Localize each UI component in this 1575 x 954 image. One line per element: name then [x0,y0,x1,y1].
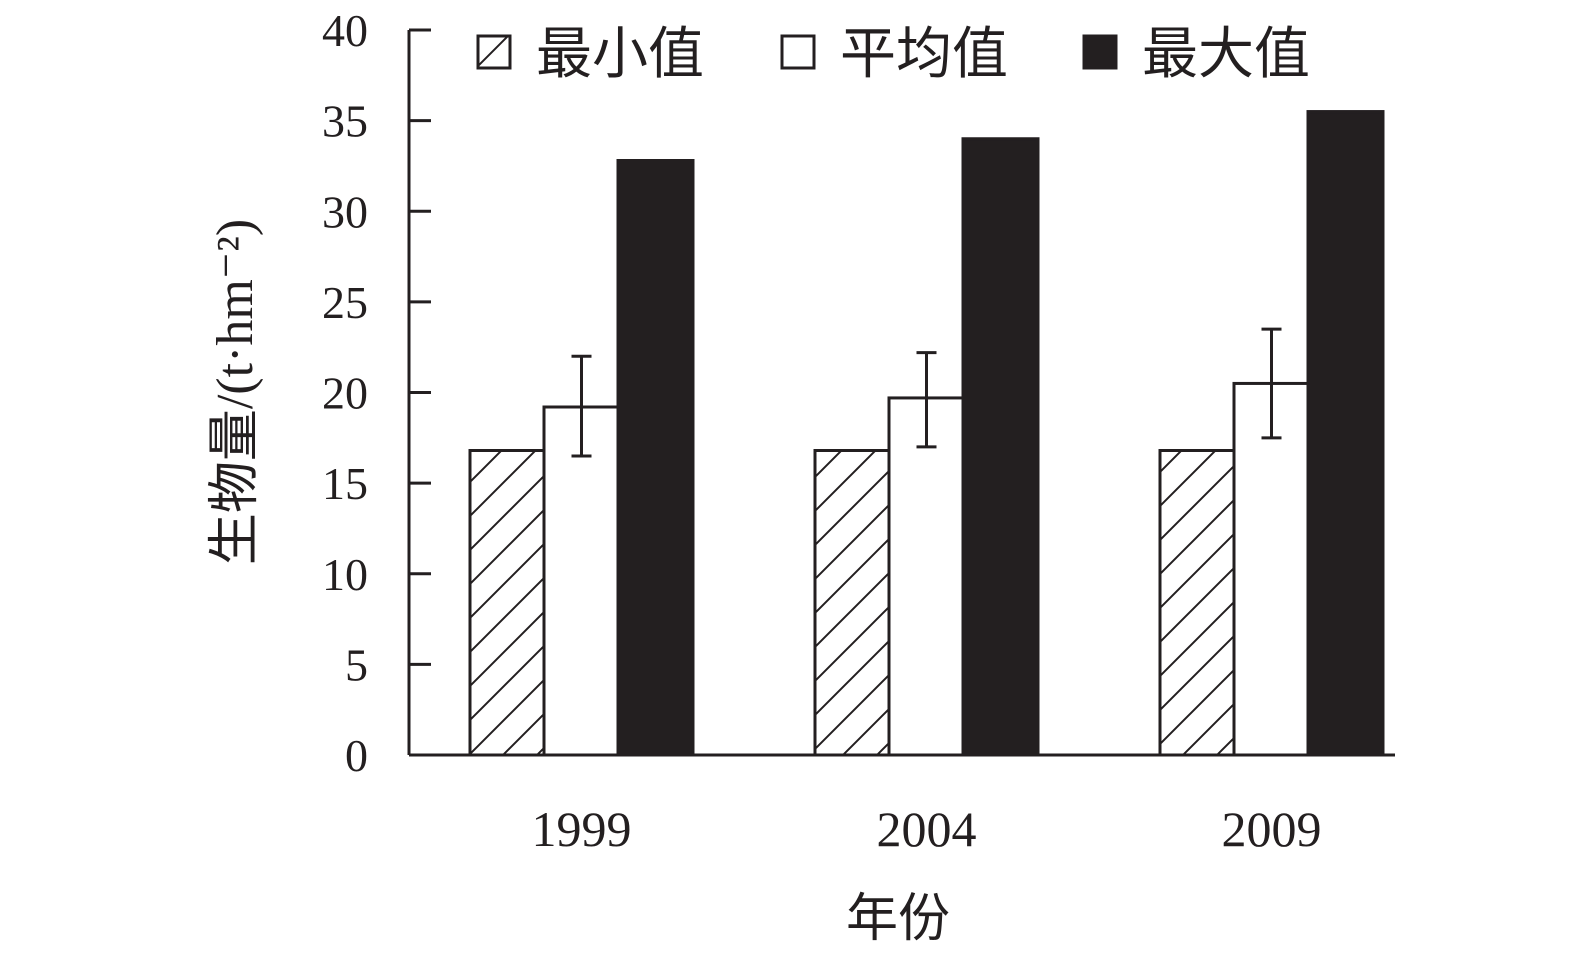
x-tick-label-1999: 1999 [532,801,632,857]
y-tick-label: 15 [322,458,368,509]
y-tick-label: 10 [322,549,368,600]
legend-swatch-3 [1082,34,1118,70]
legend-label-3: 最大值 [1142,24,1310,86]
legend-swatch-2 [780,34,816,70]
y-tick-label: 20 [322,368,368,419]
y-tick-label: 40 [322,5,368,56]
tick-labels: 0 5 10 15 20 25 30 35 40 1999 2004 2009 [322,5,1322,857]
x-tick-label-2004: 2004 [877,801,977,857]
y-tick-label: 35 [322,96,368,147]
bar-2004-2 [887,396,966,757]
y-tick-label: 30 [322,186,368,237]
x-tick-label-2009: 2009 [1222,801,1322,857]
bar-2009-3 [1306,110,1385,757]
error-bars [571,327,1282,458]
bar-1999-2 [542,405,621,757]
bars [468,110,1385,757]
y-tick-label: 0 [345,730,368,781]
y-axis-title: 生物量/(t·hm⁻²) [207,219,264,565]
x-axis-title: 年份 [846,891,950,948]
legend: 最小值 平均值 最大值 [476,24,1310,86]
bar-2004-1 [813,449,892,757]
y-tick-label: 25 [322,277,368,328]
bar-1999-3 [616,159,695,757]
y-tick-label: 5 [345,639,368,690]
bar-1999-1 [468,449,547,757]
legend-label-1: 最小值 [536,24,704,86]
bar-2009-1 [1158,449,1237,757]
legend-swatch-1 [476,34,512,70]
legend-label-2: 平均值 [840,24,1008,86]
bar-2004-3 [961,137,1040,757]
